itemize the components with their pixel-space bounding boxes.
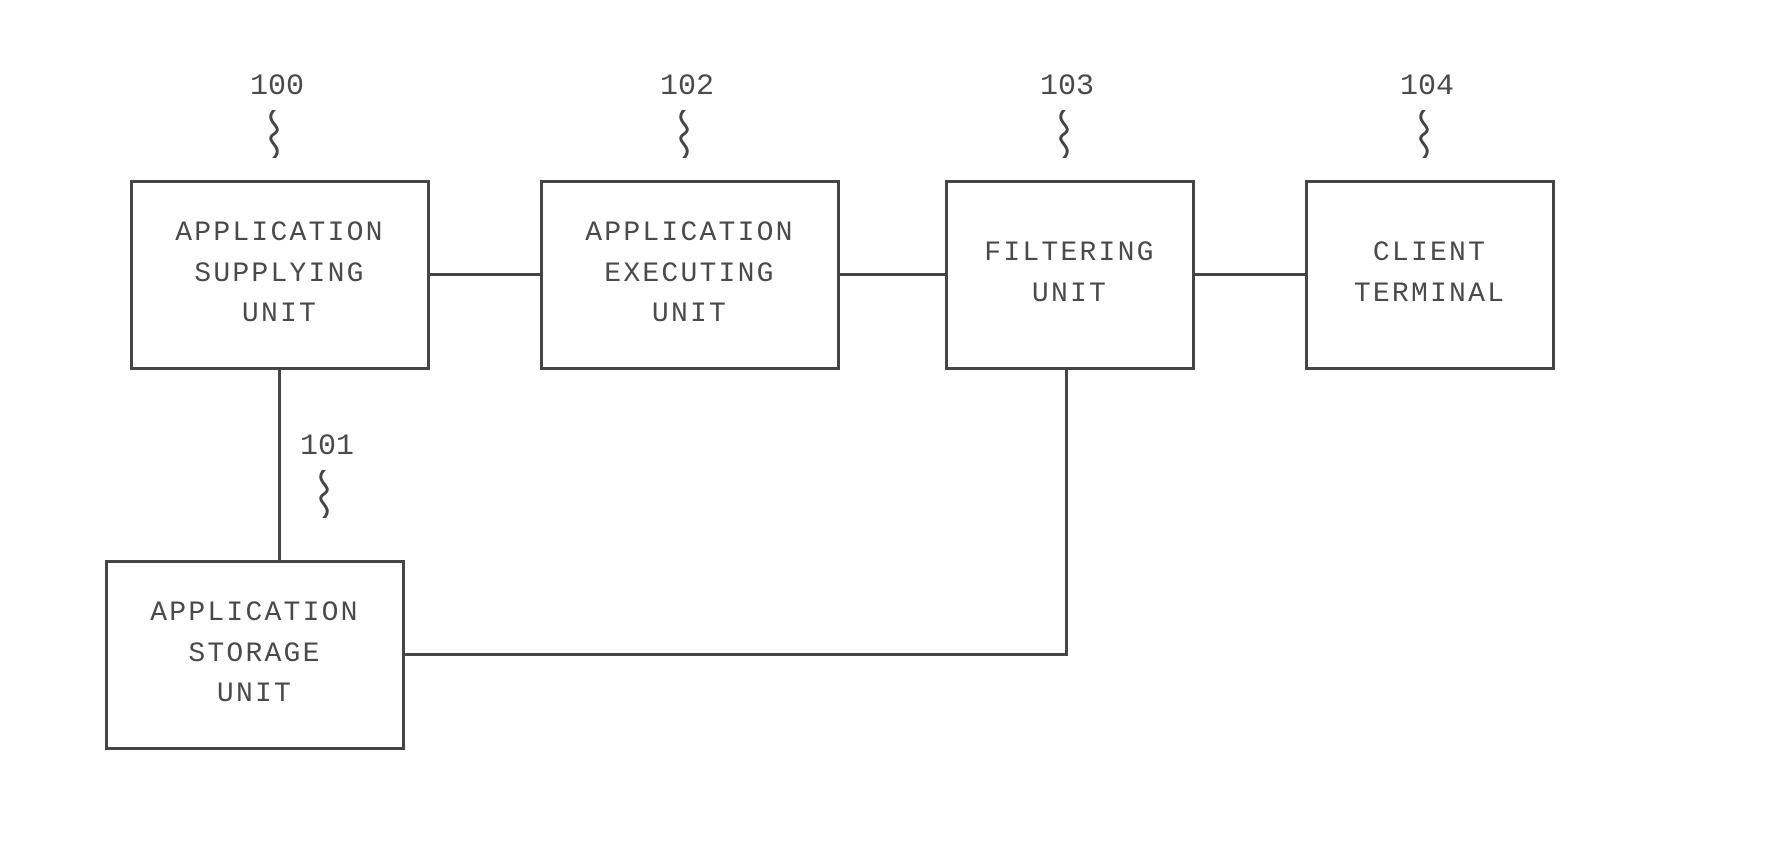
ref-label-103: 103 [1040,70,1094,104]
block-n102: APPLICATION EXECUTING UNIT [540,180,840,370]
ref-label-104: 104 [1400,70,1454,104]
ref-label-101: 101 [300,430,354,464]
leader-squiggle-100 [260,110,288,163]
ref-label-102: 102 [660,70,714,104]
connector-n103-n104-0 [1195,273,1305,276]
block-n103: FILTERING UNIT [945,180,1195,370]
ref-label-100: 100 [250,70,304,104]
connector-n101-n103-0 [405,653,1068,656]
leader-squiggle-103 [1050,110,1078,163]
leader-squiggle-102 [670,110,698,163]
connector-n101-n103-1 [1065,370,1068,656]
block-n101: APPLICATION STORAGE UNIT [105,560,405,750]
connector-n100-n101-0 [278,370,281,560]
leader-squiggle-104 [1410,110,1438,163]
leader-squiggle-101 [310,470,338,523]
connector-n100-n102-0 [430,273,540,276]
connector-n102-n103-0 [840,273,945,276]
block-n100: APPLICATION SUPPLYING UNIT [130,180,430,370]
block-n104: CLIENT TERMINAL [1305,180,1555,370]
